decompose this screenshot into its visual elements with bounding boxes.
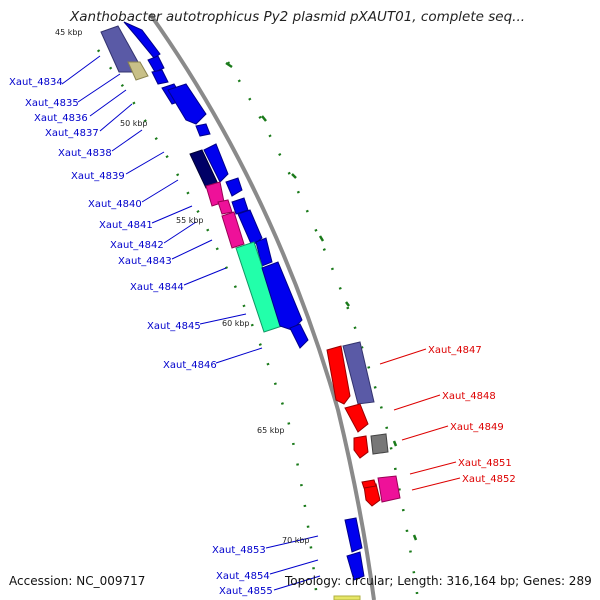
leader-line xyxy=(199,313,247,325)
tick-labels: 45 kbp 50 kbp 55 kbp 60 kbp 65 kbp 70 kb… xyxy=(55,28,310,545)
gene-block[interactable] xyxy=(326,345,351,405)
major-tick xyxy=(392,440,398,447)
leader-line xyxy=(99,103,133,132)
gene-labels-forward: Xaut_4834 Xaut_4835 Xaut_4836 Xaut_4837 … xyxy=(9,77,273,597)
leader-line xyxy=(411,477,461,491)
gene-label[interactable]: Xaut_4834 xyxy=(9,77,63,88)
topology-text: Topology: circular; Length: 316,164 bp; … xyxy=(285,574,592,588)
leader-line xyxy=(125,151,165,175)
leader-line xyxy=(61,55,101,85)
leader-line xyxy=(89,89,127,117)
gene-block[interactable] xyxy=(147,55,165,73)
gene-block[interactable] xyxy=(203,143,229,183)
major-ticks xyxy=(225,61,418,541)
leader-line xyxy=(183,267,227,286)
gene-label[interactable]: Xaut_4838 xyxy=(58,148,112,159)
gene-block[interactable] xyxy=(225,177,243,197)
gene-block[interactable] xyxy=(342,341,375,405)
plasmid-backbone xyxy=(148,12,376,600)
leader-line xyxy=(171,239,213,260)
leader-line xyxy=(409,461,457,475)
leader-line xyxy=(401,425,449,441)
leader-line xyxy=(269,559,319,575)
gene-label[interactable]: Xaut_4848 xyxy=(442,391,496,402)
gene-block[interactable] xyxy=(370,433,389,455)
major-tick xyxy=(291,173,297,179)
gene-block[interactable] xyxy=(344,517,363,553)
accession-text: Accession: NC_009717 xyxy=(9,574,146,588)
leader-line xyxy=(141,179,179,203)
leader-line xyxy=(215,347,263,364)
leader-line xyxy=(273,575,321,591)
gene-label[interactable]: Xaut_4836 xyxy=(34,113,88,124)
gene-label[interactable]: Xaut_4849 xyxy=(450,422,504,433)
gene-block[interactable] xyxy=(377,475,401,503)
leader-line xyxy=(111,129,143,152)
gene-block[interactable] xyxy=(217,199,233,215)
gene-block[interactable] xyxy=(151,69,169,85)
tick-label: 55 kbp xyxy=(176,216,204,225)
gene-block[interactable] xyxy=(231,197,249,215)
gene-label[interactable]: Xaut_4841 xyxy=(99,220,153,231)
leader-line xyxy=(151,205,193,224)
gene-label[interactable]: Xaut_4835 xyxy=(25,98,79,109)
gene-features xyxy=(100,21,401,600)
gene-label[interactable]: Xaut_4839 xyxy=(71,171,125,182)
map-title: Xanthobacter autotrophicus Py2 plasmid p… xyxy=(70,9,526,25)
major-tick xyxy=(412,534,418,541)
tick-track-outer xyxy=(226,61,420,600)
leader-line xyxy=(265,535,319,549)
gene-label[interactable]: Xaut_4846 xyxy=(163,360,217,371)
gene-block[interactable] xyxy=(237,209,263,247)
leader-line xyxy=(77,73,121,103)
tick-label: 60 kbp xyxy=(222,319,250,328)
gene-label[interactable]: Xaut_4847 xyxy=(428,345,482,356)
leader-line xyxy=(379,348,427,365)
gene-label[interactable]: Xaut_4853 xyxy=(212,545,266,556)
gene-label[interactable]: Xaut_4854 xyxy=(216,571,270,582)
gene-label[interactable]: Xaut_4844 xyxy=(130,282,184,293)
gene-block[interactable] xyxy=(127,61,149,81)
gene-label[interactable]: Xaut_4851 xyxy=(458,458,512,469)
gene-block[interactable] xyxy=(361,479,377,489)
gene-block[interactable] xyxy=(195,123,211,137)
leader-line xyxy=(163,221,197,244)
major-tick xyxy=(261,115,267,122)
major-tick xyxy=(318,235,325,242)
gene-block[interactable] xyxy=(346,551,365,581)
tick-label: 45 kbp xyxy=(55,28,83,37)
gene-label[interactable]: Xaut_4840 xyxy=(88,199,142,210)
tick-label: 70 kbp xyxy=(282,536,310,545)
major-tick xyxy=(225,61,233,69)
gene-block[interactable] xyxy=(255,237,273,267)
tick-label: 50 kbp xyxy=(120,119,148,128)
leader-line xyxy=(393,394,441,411)
gene-label[interactable]: Xaut_4842 xyxy=(110,240,164,251)
gene-labels-reverse: Xaut_4847 Xaut_4848 Xaut_4849 Xaut_4851 … xyxy=(428,345,516,485)
gene-block[interactable] xyxy=(344,403,369,433)
gene-block[interactable] xyxy=(289,323,309,349)
gene-label[interactable]: Xaut_4845 xyxy=(147,321,201,332)
gene-block[interactable] xyxy=(353,435,369,459)
tick-label: 65 kbp xyxy=(257,426,285,435)
leader-lines-forward xyxy=(61,55,321,591)
leader-lines-reverse xyxy=(379,348,461,491)
gene-label[interactable]: Xaut_4852 xyxy=(462,474,516,485)
gene-label[interactable]: Xaut_4837 xyxy=(45,128,99,139)
gene-label[interactable]: Xaut_4855 xyxy=(219,586,273,597)
gene-label[interactable]: Xaut_4843 xyxy=(118,256,172,267)
gene-block[interactable] xyxy=(221,211,245,249)
gene-block[interactable] xyxy=(167,83,207,125)
gene-block[interactable] xyxy=(333,595,361,600)
major-tick xyxy=(345,301,350,307)
